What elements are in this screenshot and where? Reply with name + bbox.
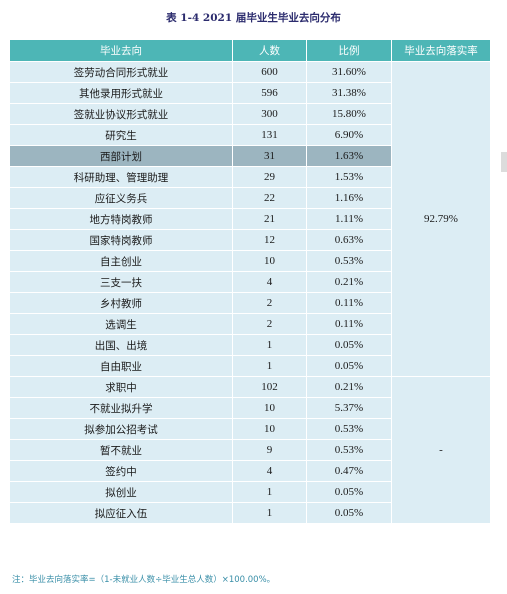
table-row: 签劳动合同形式就业 600 31.60% 92.79% (9, 61, 491, 377)
ratio-cell: 1.53% (306, 166, 392, 188)
table-header-row: 毕业去向 人数 比例 毕业去向落实率 (9, 39, 491, 62)
count-cell: 22 (232, 187, 307, 209)
ratio-cell: 6.90% (306, 124, 392, 146)
header-ratio: 比例 (306, 39, 392, 62)
ratio-cell: 0.11% (306, 313, 392, 335)
table-row: 国家特岗教师 12 0.63% (9, 229, 491, 251)
count-cell: 600 (232, 61, 307, 83)
ratio-cell: 1.63% (306, 145, 392, 167)
table-body: 签劳动合同形式就业 600 31.60% 92.79% 其他录用形式就业 596 31.38… (9, 61, 491, 524)
count-cell: 1 (232, 481, 307, 503)
table-row: 求职中 102 0.21% - (9, 376, 491, 524)
ratio-cell: 0.21% (306, 271, 392, 293)
table-row: 拟创业 1 0.05% (9, 481, 491, 503)
destination-cell: 国家特岗教师 (9, 229, 233, 251)
count-cell: 1 (232, 502, 307, 524)
destination-cell: 地方特岗教师 (9, 208, 233, 230)
table-row: 出国、出境 1 0.05% (9, 334, 491, 356)
destination-cell: 出国、出境 (9, 334, 233, 356)
count-cell: 1 (232, 334, 307, 356)
table-caption: 表 1-4 2021 届毕业生毕业去向分布 (166, 12, 341, 24)
table-row: 乡村教师 2 0.11% (9, 292, 491, 314)
ratio-cell: 1.16% (306, 187, 392, 209)
ratio-cell: 0.53% (306, 439, 392, 461)
ratio-cell: 5.37% (306, 397, 392, 419)
table-row: 三支一扶 4 0.21% (9, 271, 491, 293)
count-cell: 10 (232, 397, 307, 419)
ratio-cell: 31.38% (306, 82, 392, 104)
destination-table: 毕业去向 人数 比例 毕业去向落实率 签劳动合同形式就业 600 31.60% 92.… (9, 39, 491, 524)
table-row: 选调生 2 0.11% (9, 313, 491, 335)
table-row: 签约中 4 0.47% (9, 460, 491, 482)
employment-rate-cell: 92.79% (391, 61, 491, 377)
unemployed-rate-cell: - (391, 376, 491, 524)
table-row: 签就业协议形式就业 300 15.80% (9, 103, 491, 125)
count-cell: 2 (232, 313, 307, 335)
count-cell: 596 (232, 82, 307, 104)
count-cell: 10 (232, 250, 307, 272)
count-cell: 12 (232, 229, 307, 251)
table-row: 自由职业 1 0.05% (9, 355, 491, 377)
destination-cell: 自主创业 (9, 250, 233, 272)
destination-cell: 不就业拟升学 (9, 397, 233, 419)
destination-cell: 暂不就业 (9, 439, 233, 461)
destination-cell: 求职中 (9, 376, 233, 398)
ratio-cell: 0.63% (306, 229, 392, 251)
destination-cell: 签就业协议形式就业 (9, 103, 233, 125)
table-row: 地方特岗教师 21 1.11% (9, 208, 491, 230)
table-row: 拟参加公招考试 10 0.53% (9, 418, 491, 440)
count-cell: 300 (232, 103, 307, 125)
count-cell: 29 (232, 166, 307, 188)
count-cell: 2 (232, 292, 307, 314)
ratio-cell: 0.05% (306, 481, 392, 503)
ratio-cell: 0.21% (306, 376, 392, 398)
scrollbar-thumb[interactable] (501, 152, 507, 172)
destination-cell: 西部计划 (9, 145, 233, 167)
count-cell: 102 (232, 376, 307, 398)
table-row: 拟应征入伍 1 0.05% (9, 502, 491, 524)
destination-cell: 自由职业 (9, 355, 233, 377)
count-cell: 1 (232, 355, 307, 377)
table-row: 其他录用形式就业 596 31.38% (9, 82, 491, 104)
count-cell: 21 (232, 208, 307, 230)
ratio-cell: 0.53% (306, 250, 392, 272)
count-cell: 4 (232, 271, 307, 293)
destination-cell: 三支一扶 (9, 271, 233, 293)
destination-cell: 拟创业 (9, 481, 233, 503)
destination-cell: 研究生 (9, 124, 233, 146)
destination-cell: 签劳动合同形式就业 (9, 61, 233, 83)
count-cell: 131 (232, 124, 307, 146)
table-note: 注：毕业去向落实率=（1-未就业人数÷毕业生总人数）×100.00%。 (12, 575, 276, 585)
count-cell: 31 (232, 145, 307, 167)
count-cell: 9 (232, 439, 307, 461)
table-row: 西部计划 31 1.63% (9, 145, 491, 167)
count-cell: 10 (232, 418, 307, 440)
destination-cell: 科研助理、管理助理 (9, 166, 233, 188)
ratio-cell: 0.11% (306, 292, 392, 314)
ratio-cell: 0.47% (306, 460, 392, 482)
count-cell: 4 (232, 460, 307, 482)
destination-cell: 签约中 (9, 460, 233, 482)
destination-cell: 其他录用形式就业 (9, 82, 233, 104)
ratio-cell: 0.05% (306, 502, 392, 524)
ratio-cell: 0.05% (306, 334, 392, 356)
destination-cell: 拟应征入伍 (9, 502, 233, 524)
ratio-cell: 31.60% (306, 61, 392, 83)
header-destination: 毕业去向 (9, 39, 233, 62)
table-row: 暂不就业 9 0.53% (9, 439, 491, 461)
destination-cell: 拟参加公招考试 (9, 418, 233, 440)
destination-cell: 乡村教师 (9, 292, 233, 314)
ratio-cell: 15.80% (306, 103, 392, 125)
destination-cell: 应征义务兵 (9, 187, 233, 209)
ratio-cell: 0.05% (306, 355, 392, 377)
header-count: 人数 (232, 39, 307, 62)
destination-cell: 选调生 (9, 313, 233, 335)
header-rate: 毕业去向落实率 (391, 39, 491, 62)
ratio-cell: 1.11% (306, 208, 392, 230)
ratio-cell: 0.53% (306, 418, 392, 440)
